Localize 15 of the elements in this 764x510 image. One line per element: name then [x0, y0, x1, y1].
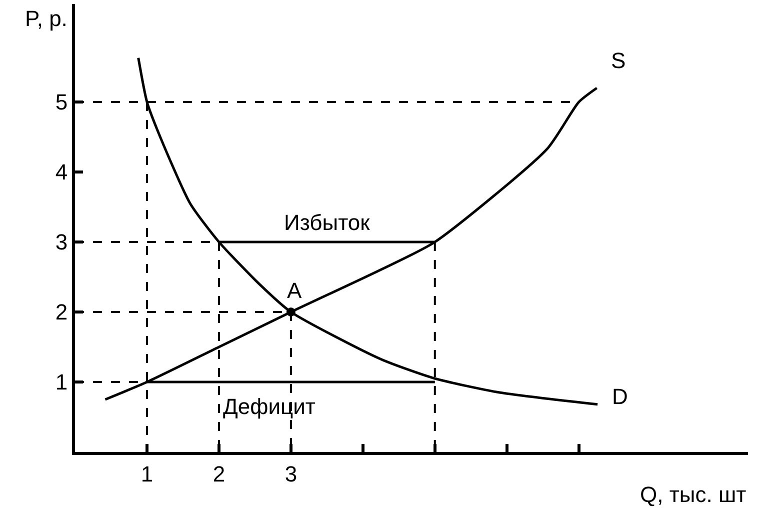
x-tick-label: 1: [140, 461, 154, 486]
series-label: S: [611, 48, 626, 73]
annotation: Дефицит: [223, 394, 316, 419]
y-tick-label: 1: [55, 370, 68, 395]
y-axis-title: P, р.: [25, 6, 68, 31]
x-tick-label: 2: [212, 461, 226, 486]
annotation: Избыток: [284, 210, 370, 235]
series-label: D: [612, 384, 628, 409]
y-tick-label: 5: [55, 90, 68, 115]
x-tick-label: 3: [284, 461, 298, 486]
y-tick-label: 3: [55, 230, 68, 255]
x-axis-title: Q, тыс. шт: [640, 482, 746, 507]
y-tick-label: 4: [55, 160, 68, 185]
y-tick-label: 2: [55, 300, 68, 325]
series-label: A: [287, 278, 302, 303]
